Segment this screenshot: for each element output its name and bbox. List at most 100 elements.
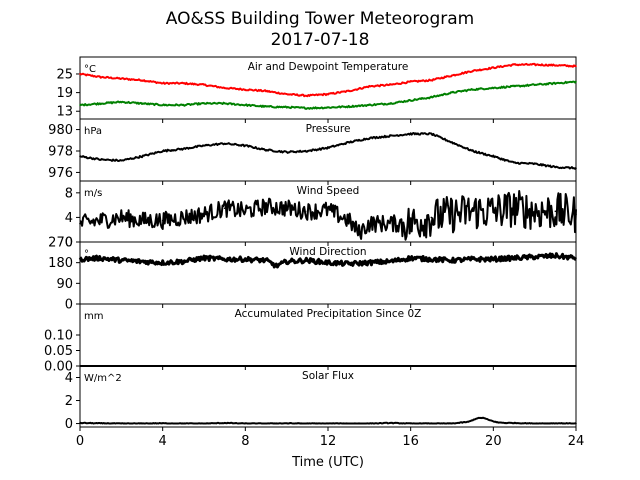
data-point-air-and-dewpoint-temperature-1: [492, 87, 495, 89]
data-point-pressure-0: [265, 149, 267, 151]
data-point-air-and-dewpoint-temperature-1: [327, 106, 329, 109]
y-tick-label-accumulated-precipitation-since-0z: 0.05: [44, 344, 73, 359]
panel-air-and-dewpoint-temperature: 13 19 25 °C Air and Dewpoint Temperature: [56, 56, 577, 123]
data-point-pressure-0: [203, 144, 205, 147]
data-point-air-and-dewpoint-temperature-0: [141, 79, 143, 81]
data-point-solar-flux-0: [203, 422, 205, 425]
data-point-wind-direction-0: [141, 260, 143, 263]
y-tick-label-wind-speed: 0: [65, 236, 73, 251]
data-point-pressure-0: [389, 135, 391, 137]
data-point-wind-direction-0: [533, 256, 536, 258]
data-point-air-and-dewpoint-temperature-0: [99, 76, 102, 78]
data-point-wind-direction-0: [409, 257, 412, 259]
panel-wind-direction: 0 90 180 270 ° Wind Direction: [48, 236, 577, 313]
data-point-wind-speed-0: [244, 210, 247, 213]
data-point-wind-speed-0: [513, 207, 515, 209]
panel-title-solar-flux: Solar Flux: [302, 370, 354, 382]
data-point-wind-speed-0: [161, 219, 164, 222]
data-point-solar-flux-0: [451, 422, 453, 425]
y-tick-label-pressure: 980: [48, 123, 73, 138]
data-point-solar-flux-0: [389, 422, 391, 424]
data-point-solar-flux-0: [265, 422, 267, 425]
data-point-wind-speed-0: [327, 209, 329, 211]
data-point-air-and-dewpoint-temperature-1: [451, 91, 453, 94]
data-point-air-and-dewpoint-temperature-1: [223, 102, 226, 105]
panel-title-wind-direction: Wind Direction: [289, 246, 366, 258]
panel-title-air-and-dewpoint-temperature: Air and Dewpoint Temperature: [248, 61, 409, 73]
data-point-wind-direction-0: [285, 260, 288, 263]
figure-title: AO&SS Building Tower Meteorogram: [166, 9, 474, 29]
data-point-air-and-dewpoint-temperature-1: [141, 102, 143, 105]
x-tick-label: 24: [568, 434, 585, 449]
data-point-air-and-dewpoint-temperature-1: [389, 102, 391, 105]
data-point-wind-direction-0: [451, 259, 453, 262]
unit-label-air-and-dewpoint-temperature: °C: [84, 64, 96, 75]
data-point-wind-speed-0: [120, 216, 123, 219]
data-point-pressure-0: [451, 141, 453, 144]
data-point-air-and-dewpoint-temperature-0: [575, 65, 577, 68]
data-point-air-and-dewpoint-temperature-0: [203, 84, 205, 86]
data-point-air-and-dewpoint-temperature-1: [99, 102, 102, 105]
y-tick-label-solar-flux: 2: [65, 394, 73, 409]
data-point-air-and-dewpoint-temperature-0: [161, 82, 164, 85]
data-point-solar-flux-0: [488, 419, 491, 421]
data-point-air-and-dewpoint-temperature-1: [244, 104, 247, 106]
data-point-air-and-dewpoint-temperature-0: [533, 63, 536, 66]
data-point-wind-speed-0: [265, 205, 267, 208]
data-point-air-and-dewpoint-temperature-0: [368, 85, 371, 88]
panel-pressure: 976 978 980 hPa Pressure: [48, 118, 577, 185]
x-tick-label: 0: [76, 434, 84, 449]
data-point-wind-speed-0: [99, 219, 102, 222]
data-point-air-and-dewpoint-temperature-1: [120, 101, 123, 103]
data-point-wind-speed-0: [182, 216, 185, 219]
data-point-pressure-0: [575, 167, 577, 169]
x-tick-label: 12: [320, 434, 337, 449]
data-point-pressure-0: [554, 166, 557, 168]
data-point-solar-flux-0: [141, 422, 143, 425]
data-point-air-and-dewpoint-temperature-0: [347, 90, 350, 92]
y-tick-label-wind-direction: 90: [56, 277, 73, 292]
x-axis: 0 4 8 12 16 20 24: [76, 434, 584, 449]
data-point-solar-flux-0: [554, 422, 557, 425]
x-tick-label: 20: [485, 434, 502, 449]
data-point-pressure-0: [347, 141, 350, 144]
data-point-pressure-0: [223, 142, 226, 145]
x-tick-label: 16: [402, 434, 419, 449]
panel-title-wind-speed: Wind Speed: [297, 185, 360, 197]
panel-solar-flux: 0 2 4 W/m^2 Solar Flux: [65, 365, 577, 432]
data-point-air-and-dewpoint-temperature-1: [368, 104, 371, 106]
data-point-wind-speed-0: [79, 222, 81, 225]
data-point-wind-direction-0: [265, 259, 267, 262]
data-point-solar-flux-0: [120, 422, 123, 425]
data-point-solar-flux-0: [533, 422, 536, 425]
data-point-air-and-dewpoint-temperature-1: [471, 88, 474, 91]
figure-subtitle: 2017-07-18: [271, 30, 370, 50]
data-point-wind-speed-0: [368, 222, 371, 225]
data-point-solar-flux-0: [513, 422, 515, 424]
data-point-pressure-0: [99, 158, 102, 161]
data-point-air-and-dewpoint-temperature-1: [306, 107, 309, 109]
data-point-pressure-0: [120, 159, 123, 162]
data-point-air-and-dewpoint-temperature-0: [120, 77, 123, 80]
data-point-wind-direction-0: [275, 265, 278, 267]
data-point-solar-flux-0: [496, 421, 499, 424]
data-point-pressure-0: [244, 144, 247, 147]
data-point-pressure-0: [306, 150, 309, 152]
data-point-wind-speed-0: [409, 222, 412, 225]
data-point-wind-direction-0: [430, 258, 433, 261]
unit-label-wind-speed: m/s: [84, 188, 102, 199]
data-point-wind-direction-0: [306, 259, 309, 262]
y-tick-label-solar-flux: 0: [65, 417, 73, 432]
y-tick-label-pressure: 978: [48, 145, 73, 160]
data-point-air-and-dewpoint-temperature-1: [533, 84, 536, 86]
y-tick-label-accumulated-precipitation-since-0z: 0.10: [44, 329, 73, 344]
data-point-air-and-dewpoint-temperature-0: [389, 84, 391, 86]
data-point-air-and-dewpoint-temperature-1: [203, 102, 205, 105]
data-point-solar-flux-0: [161, 422, 164, 425]
data-point-air-and-dewpoint-temperature-0: [492, 66, 495, 69]
data-point-pressure-0: [79, 155, 81, 158]
data-point-wind-direction-0: [223, 258, 226, 261]
data-point-wind-speed-0: [223, 207, 226, 209]
